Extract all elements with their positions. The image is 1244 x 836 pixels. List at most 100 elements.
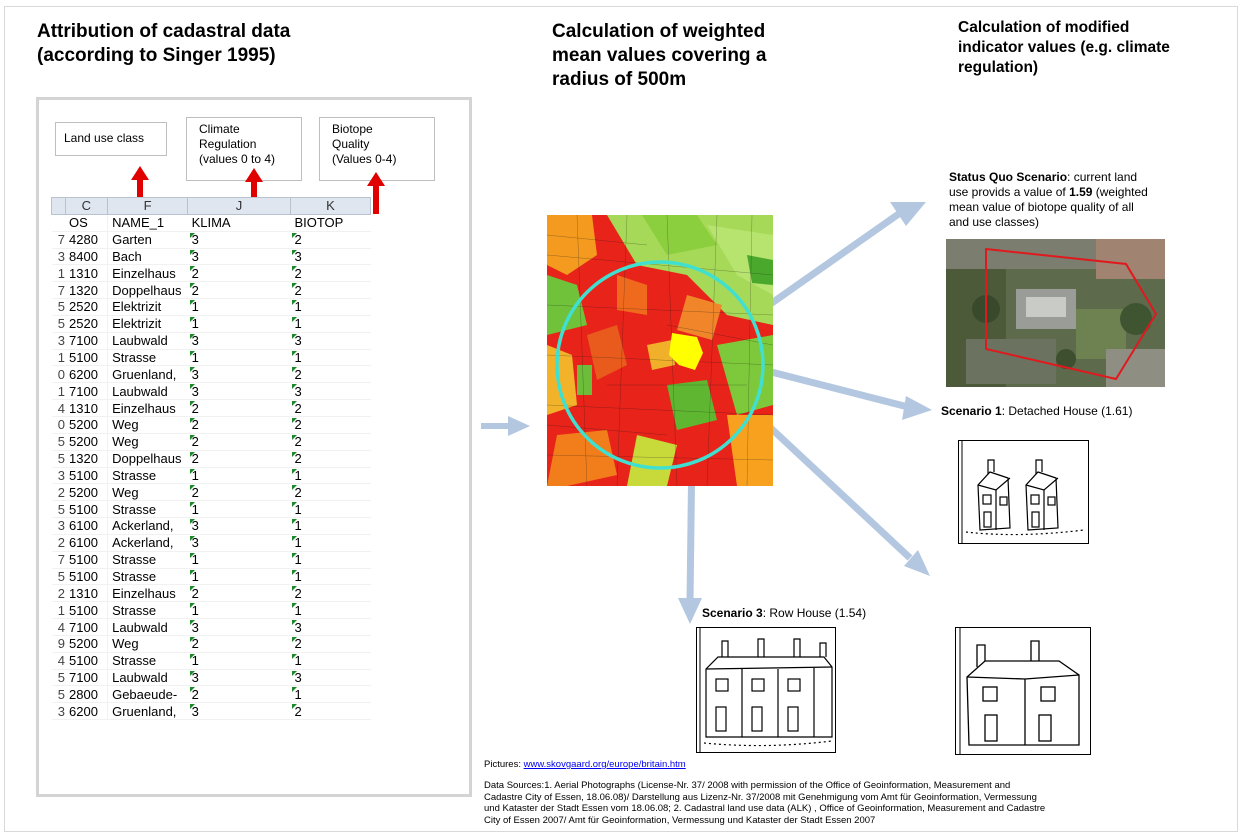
table-row: 1 5100 Strasse 1 1	[51, 601, 371, 620]
cell-row-index: 9	[51, 635, 65, 653]
cell-os: 5100	[65, 568, 109, 586]
table-row: 1 7100 Laubwald 3 3	[51, 382, 371, 401]
table-row: 4 7100 Laubwald 3 3	[51, 618, 371, 636]
table-row: 5 2520 Elektrizit 1 1	[51, 315, 371, 333]
cell-row-index: 0	[51, 416, 65, 434]
header-row: OS NAME_1 KLIMA BIOTOP	[51, 214, 371, 232]
cell-biotop: 2	[290, 433, 371, 451]
cell-row-index: 4	[51, 618, 65, 636]
red-arrow-biotope-head	[367, 172, 385, 186]
cell-row-index: 7	[51, 551, 65, 569]
column-letter-row: C F J K	[51, 197, 372, 215]
left-title: Attribution of cadastral data (according…	[37, 20, 290, 68]
cell-name: Elektrizit	[107, 315, 188, 333]
detached-house-sketch	[958, 440, 1089, 544]
cell-biotop: 1	[290, 652, 371, 670]
table-row: 3 6100 Ackerland, 3 1	[51, 517, 371, 535]
table-row: 5 5200 Weg 2 2	[51, 433, 371, 451]
cell-name: Strasse	[107, 500, 188, 519]
cell-row-index: 5	[51, 450, 65, 468]
cell-os: 5200	[65, 483, 109, 502]
cell-name: Gruenland,	[107, 702, 188, 721]
cell-biotop: 1	[290, 517, 371, 535]
red-arrow-climate-head	[245, 168, 263, 182]
cell-name: Weg	[107, 635, 188, 653]
status-quo-value: 1.59	[1069, 185, 1093, 199]
cell-klima: 1	[187, 500, 291, 519]
cell-klima: 3	[187, 365, 291, 384]
cell-row-index: 1	[51, 349, 65, 367]
right-title-line-1: Calculation of modified	[958, 19, 1130, 36]
site-boundary	[985, 247, 1158, 381]
scenario-3-label: Scenario 3: Row House (1.54)	[702, 606, 867, 620]
cell-name: Einzelhaus	[107, 264, 188, 283]
cell-klima: 2	[187, 635, 291, 653]
cell-biotop: 2	[290, 635, 371, 653]
cell-name: Strasse	[107, 601, 188, 620]
cell-os: 4280	[65, 231, 109, 249]
cell-biotop: 2	[290, 416, 371, 434]
table-row: 5 5100 Strasse 1 1	[51, 500, 371, 519]
aerial-photo	[946, 239, 1165, 387]
header-os: OS	[65, 214, 109, 232]
cell-os: 2800	[65, 685, 109, 704]
cell-name: Ackerland,	[107, 517, 188, 535]
cell-row-index: 1	[51, 264, 65, 283]
table-row: 3 6200 Gruenland, 3 2	[51, 702, 371, 721]
red-arrow-landuse	[137, 178, 143, 214]
cell-row-index: 1	[51, 601, 65, 620]
cell-biotop: 3	[290, 332, 371, 350]
cell-klima: 3	[187, 534, 291, 552]
table-row: 7 4280 Garten 3 2	[51, 231, 371, 249]
cell-row-index: 5	[51, 500, 65, 519]
biotope-label: Biotope Quality (Values 0-4)	[319, 117, 435, 181]
table-row: 7 5100 Strasse 1 1	[51, 551, 371, 569]
table-row: 2 1310 Einzelhaus 2 2	[51, 584, 371, 603]
cell-name: Laubwald	[107, 669, 188, 687]
cell-klima: 1	[187, 652, 291, 670]
table-row: 0 5200 Weg 2 2	[51, 416, 371, 434]
table-row: 3 8400 Bach 3 3	[51, 248, 371, 266]
cell-row-index: 3	[51, 332, 65, 350]
arrow-scenario2-head	[904, 550, 930, 576]
cell-row-index: 3	[51, 248, 65, 266]
cell-os: 6200	[65, 365, 109, 384]
cell-klima: 3	[187, 332, 291, 350]
cell-klima: 2	[187, 450, 291, 468]
cell-name: Gruenland,	[107, 365, 188, 384]
land-use-label: Land use class	[55, 122, 167, 156]
cell-klima: 2	[187, 584, 291, 603]
table-row: 5 2520 Elektrizit 1 1	[51, 298, 371, 316]
middle-title-line-2: mean values covering a	[552, 45, 767, 66]
cell-biotop: 1	[290, 534, 371, 552]
right-title-line-3: regulation)	[958, 59, 1039, 76]
cell-klima: 2	[187, 399, 291, 417]
table-row: 0 6200 Gruenland, 3 2	[51, 365, 371, 384]
right-title-line-2: indicator values (e.g. climate	[958, 39, 1170, 56]
table-row: 2 5200 Weg 2 2	[51, 483, 371, 502]
cell-name: Bach	[107, 248, 188, 266]
middle-title-line-3: radius of 500m	[552, 69, 687, 90]
cell-os: 6100	[65, 517, 109, 535]
cell-row-index: 5	[51, 685, 65, 704]
cell-row-index: 5	[51, 669, 65, 687]
cell-biotop: 1	[290, 551, 371, 569]
slide-frame	[4, 6, 1238, 832]
left-title-line-2: (according to Singer 1995)	[37, 45, 276, 66]
semi-detached-house-sketch	[955, 627, 1091, 755]
cell-row-index: 5	[51, 433, 65, 451]
cell-biotop: 1	[290, 315, 371, 333]
cell-os: 5100	[65, 652, 109, 670]
cell-biotop: 2	[290, 483, 371, 502]
pictures-link[interactable]: www.skovgaard.org/europe/britain.htm	[523, 759, 686, 770]
middle-title: Calculation of weighted mean values cove…	[552, 20, 766, 92]
cell-os: 5200	[65, 433, 109, 451]
table-row: 5 2800 Gebaeude- 2 1	[51, 685, 371, 704]
cell-name: Doppelhaus	[107, 450, 188, 468]
cell-klima: 3	[187, 618, 291, 636]
status-quo-text: Status Quo Scenario: current land use pr…	[949, 170, 1148, 229]
cell-row-index: 7	[51, 281, 65, 300]
land-use-map	[547, 215, 773, 486]
cell-name: Elektrizit	[107, 298, 188, 316]
cell-row-index: 0	[51, 365, 65, 384]
